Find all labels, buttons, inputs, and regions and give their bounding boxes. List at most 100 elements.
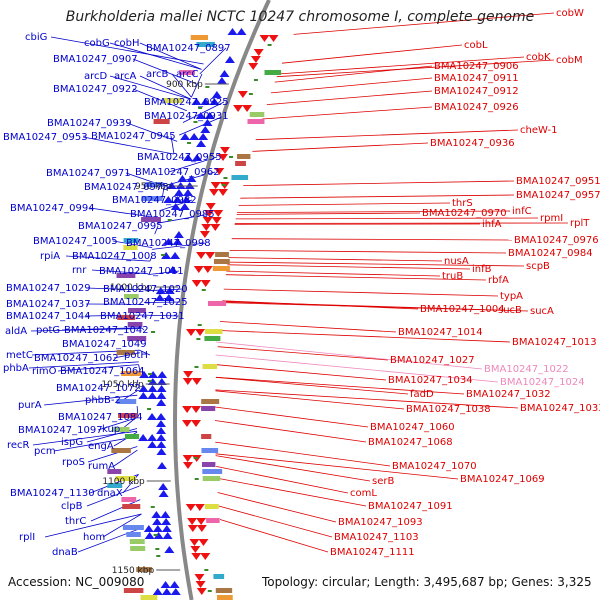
cog-block [213, 259, 230, 264]
gene-label-right: ihfA [482, 219, 502, 230]
gene-arrow-minus [200, 98, 211, 105]
leader-line [121, 416, 138, 430]
gene-label-right: truB [442, 271, 463, 282]
gene-arrow-plus [250, 56, 261, 63]
rna-mark [150, 506, 155, 508]
gene-label-right: rplT [570, 218, 590, 229]
cog-block [201, 406, 216, 411]
gene-arrow-plus [242, 105, 253, 112]
leader-line [154, 225, 159, 235]
gene-arrow-plus [185, 504, 196, 511]
gene-arrow-plus [191, 378, 202, 385]
leader-line [215, 441, 391, 467]
gene-label-left: BMA10247_0955 [137, 152, 222, 163]
cog-block [116, 350, 135, 355]
gene-arrow-minus [170, 252, 181, 259]
gene-arrow-plus [186, 329, 197, 336]
gene-label-left: BMA10247_0998 [126, 238, 211, 249]
cog-block [215, 588, 233, 593]
cog-block [115, 476, 137, 481]
leader-line [223, 288, 499, 297]
leader-line [102, 513, 142, 538]
gene-label-right: cobK [526, 52, 551, 63]
gene-arrow-plus [200, 280, 211, 287]
gene-arrow-minus [227, 28, 238, 35]
cog-block [204, 336, 221, 341]
gene-arrow-plus [182, 462, 193, 469]
leader-line [215, 389, 519, 409]
gene-arrow-minus [152, 518, 163, 525]
leader-line [113, 449, 138, 467]
gene-arrow-minus [156, 399, 167, 406]
cog-block [202, 476, 221, 481]
rna-mark [156, 555, 161, 557]
leader-line [136, 405, 139, 418]
rna-mark [221, 184, 226, 186]
gene-arrow-plus [196, 525, 207, 532]
gene-arrow-minus [189, 133, 200, 140]
gene-label-left: rumA [88, 461, 115, 472]
leader-line [86, 485, 140, 507]
leader-line [97, 417, 138, 431]
gene-label-left: BMA10247_1025 [103, 297, 188, 308]
gene-label-right: rpmI [540, 213, 563, 224]
gene-arrow-plus [202, 266, 213, 273]
cog-block [121, 371, 142, 376]
gene-label-right: BMA10247_0951 [516, 176, 600, 187]
gene-arrow-plus [196, 252, 207, 259]
gene-arrow-plus [187, 518, 198, 525]
cog-block [141, 217, 161, 222]
gene-label-left: BMA10247_0931 [144, 111, 229, 122]
gene-label-right: cheW-1 [520, 125, 557, 136]
leader-line [30, 328, 142, 332]
cog-block [107, 483, 123, 488]
gene-arrow-plus [211, 217, 222, 224]
rna-mark [148, 373, 153, 375]
cog-block [127, 336, 147, 341]
gene-label-left: purA [18, 400, 42, 411]
rna-mark [155, 548, 160, 550]
gene-label-left: BMA10247_1029 [6, 283, 91, 294]
cog-block [129, 539, 145, 544]
gene-label-right: BMA10247_1070 [392, 461, 477, 472]
gene-label-left: BMA10247_0939 [47, 118, 132, 129]
gene-arrow-minus [144, 532, 155, 539]
leader-line [274, 65, 433, 83]
gene-label-left: thrC [65, 516, 86, 527]
gene-arrow-minus [138, 392, 149, 399]
rna-mark [187, 142, 192, 144]
leader-line [214, 420, 367, 443]
rna-mark [197, 324, 202, 326]
cog-block [122, 504, 141, 509]
gene-arrow-plus [183, 371, 194, 378]
leader-line [178, 115, 225, 136]
gene-label-right: BMA10247_1069 [460, 474, 545, 485]
leader-line [139, 349, 151, 356]
leader-line [190, 73, 203, 98]
rna-mark [207, 590, 212, 592]
gene-label-left: BMA10247_0971 [46, 168, 131, 179]
gene-label-left: hom [83, 532, 105, 543]
gene-arrow-minus [198, 133, 209, 140]
cog-block [117, 315, 136, 320]
gene-arrow-minus [154, 294, 165, 301]
gene-arrow-plus [191, 553, 202, 560]
gene-arrow-minus [148, 371, 159, 378]
gene-arrow-plus [208, 189, 219, 196]
gene-label-right: scpB [526, 261, 550, 272]
gene-label-left: BMA10247_1031 [100, 311, 185, 322]
cog-block [201, 462, 216, 467]
gene-label-right: comL [350, 488, 377, 499]
gene-label-left: BMA10247_0945 [91, 131, 176, 142]
leader-line [218, 505, 333, 538]
cog-block [179, 70, 195, 75]
cog-block [123, 245, 138, 250]
gene-arrow-minus [209, 98, 220, 105]
cog-block [130, 546, 146, 551]
leader-line [112, 240, 153, 248]
cog-block [213, 574, 225, 579]
cog-block [112, 427, 130, 432]
gene-arrow-minus [204, 112, 215, 119]
leader-line [77, 527, 144, 553]
leader-line [238, 202, 451, 206]
